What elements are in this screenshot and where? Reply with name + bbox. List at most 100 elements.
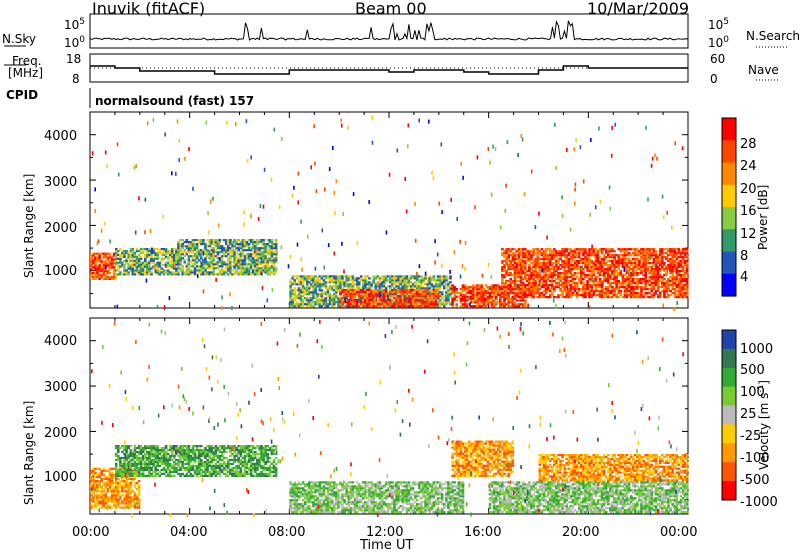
power-cell: [588, 294, 591, 297]
power-cell: [252, 271, 255, 274]
power-cell: [640, 280, 643, 283]
power-cell: [459, 299, 463, 302]
power-cell: [191, 249, 195, 252]
power-cell: [640, 282, 643, 285]
power-cell: [318, 293, 321, 296]
power-cell: [634, 270, 637, 273]
power-cell: [513, 262, 517, 265]
power-cell: [565, 266, 569, 269]
power-cell: [592, 280, 596, 283]
power-cell: [623, 256, 627, 259]
power-cell: [592, 284, 596, 287]
power-cell: [243, 245, 247, 248]
power-cell: [154, 248, 157, 251]
power-cell: [204, 257, 207, 260]
power-speck: [517, 153, 519, 158]
power-cell: [652, 260, 656, 263]
power-speck: [332, 146, 334, 150]
power-cell: [673, 296, 677, 299]
power-cell: [521, 303, 525, 306]
velocity-cell: [90, 506, 93, 509]
power-cell: [368, 295, 371, 298]
power-cell: [617, 282, 620, 285]
power-cell: [521, 299, 525, 302]
power-cell: [661, 284, 664, 287]
power-cell: [156, 263, 159, 266]
power-cell: [328, 287, 332, 290]
power-cell: [559, 250, 562, 253]
power-cell: [335, 283, 338, 286]
power-cell: [607, 276, 610, 279]
power-cell: [586, 262, 589, 265]
power-cell: [465, 305, 469, 308]
power-cell: [368, 287, 371, 290]
power-cell: [312, 283, 315, 286]
power-cell: [343, 301, 346, 304]
power-cell: [268, 245, 272, 248]
power-cell: [598, 266, 602, 269]
power-cell: [258, 253, 261, 256]
power-cell: [252, 251, 255, 254]
power-cell: [355, 287, 359, 290]
power-cell: [519, 270, 523, 273]
power-cell: [227, 257, 230, 260]
power-cell: [407, 305, 411, 308]
power-cell: [551, 282, 554, 285]
power-cell: [642, 280, 645, 283]
power-cell: [347, 293, 351, 296]
power-cell: [121, 273, 124, 276]
power-cell: [607, 254, 610, 257]
power-cell: [685, 278, 689, 281]
power-cell: [569, 294, 573, 297]
power-cell: [521, 282, 525, 285]
power-cell: [619, 282, 623, 285]
power-cell: [642, 254, 645, 257]
power-cell: [644, 294, 647, 297]
velocity-cell: [110, 500, 114, 503]
power-cell: [345, 279, 348, 282]
power-cell: [249, 253, 253, 256]
power-cell: [210, 255, 213, 258]
power-cell: [596, 270, 600, 273]
power-cell: [658, 296, 662, 299]
power-cell: [90, 260, 93, 263]
power-cell: [401, 303, 405, 306]
power-cell: [366, 283, 369, 286]
power-cell: [216, 247, 220, 250]
power-cell: [546, 264, 550, 267]
power-cell: [175, 263, 178, 266]
power-cell: [399, 303, 402, 306]
power-cell: [171, 273, 174, 276]
power-cell: [613, 290, 616, 293]
power-cell: [349, 305, 353, 308]
power-cell: [578, 262, 581, 265]
power-cell: [596, 290, 600, 293]
power-cell: [631, 294, 635, 297]
power-cell: [511, 258, 515, 261]
power-cell: [443, 285, 446, 288]
power-cell: [320, 299, 324, 302]
power-cell: [621, 284, 625, 287]
power-cell: [596, 268, 600, 271]
power-cell: [173, 253, 176, 256]
power-cell: [391, 285, 394, 288]
power-cell: [332, 277, 336, 280]
power-cell: [260, 239, 263, 242]
power-cell: [260, 241, 263, 244]
power-cell: [611, 266, 614, 269]
power-cell: [218, 245, 222, 248]
power-cell: [166, 263, 170, 266]
power-cell: [575, 276, 579, 279]
power-cell: [370, 288, 373, 292]
power-cell: [604, 268, 608, 271]
velocity-cell: [92, 477, 95, 481]
power-cell: [563, 260, 566, 263]
power-cell: [347, 285, 351, 288]
power-cell: [644, 250, 647, 253]
power-cell: [507, 266, 510, 269]
power-cell: [233, 259, 236, 262]
power-cell: [314, 281, 317, 284]
power-cell: [293, 297, 297, 300]
power-cell: [669, 294, 672, 297]
power-cell: [513, 288, 517, 291]
